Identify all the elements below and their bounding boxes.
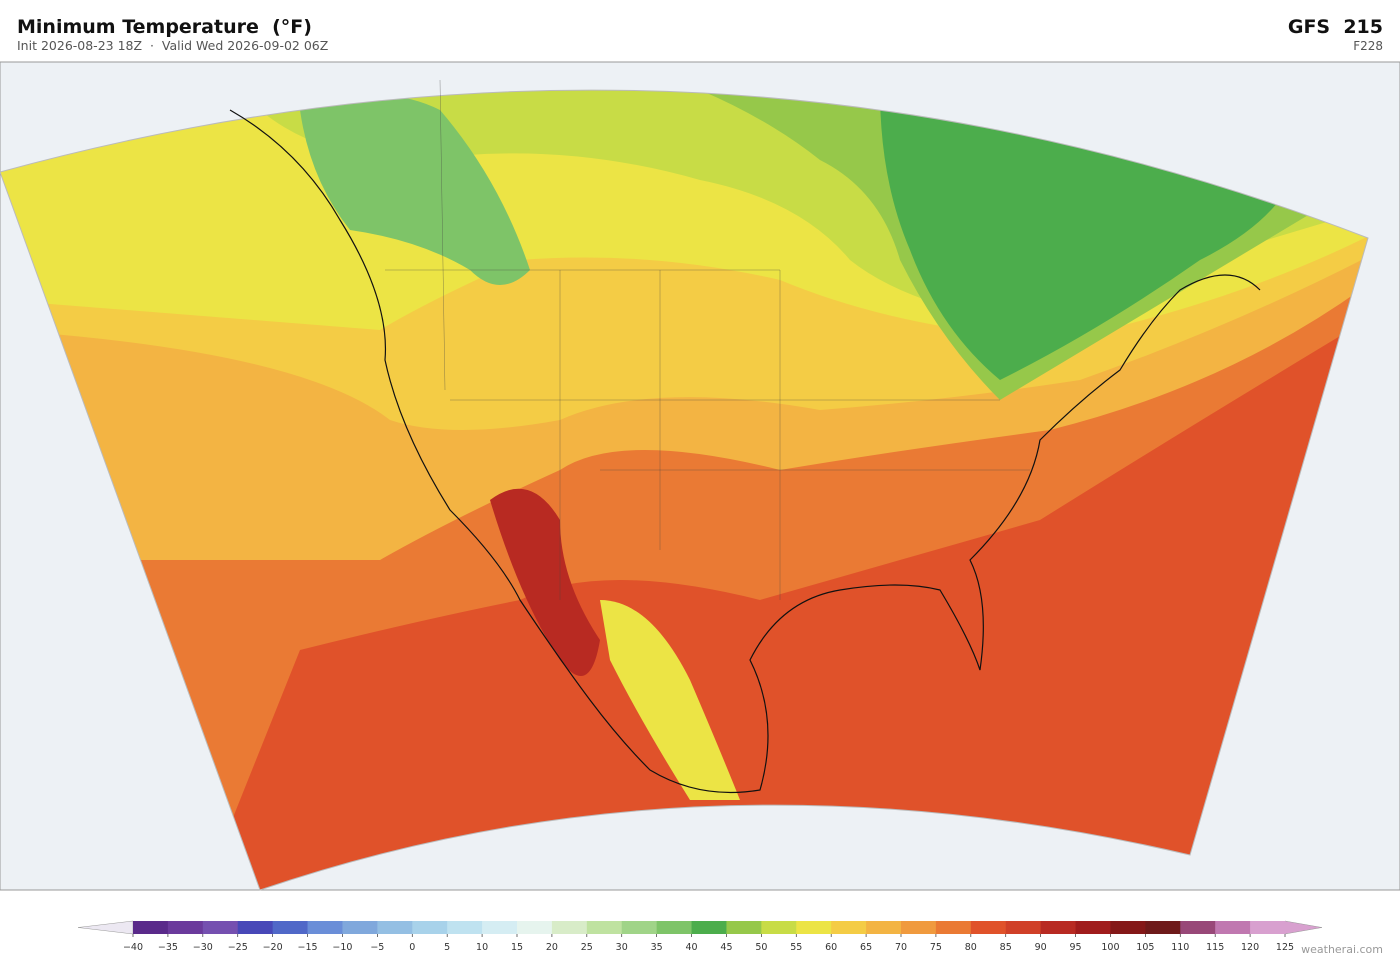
map: [0, 61, 1400, 891]
colorbar-tick-label: 100: [1101, 942, 1119, 953]
colorbar-tick-label: 70: [895, 942, 907, 953]
colorbar-tick-label: −15: [298, 942, 318, 953]
colorbar-bin: [167, 921, 204, 934]
colorbar-bin: [970, 921, 1007, 934]
colorbar-tick-label: 10: [476, 942, 488, 953]
colorbar-tick-label: 45: [720, 942, 732, 953]
colorbar-tick-label: 55: [790, 942, 802, 953]
colorbar-tick-label: 105: [1136, 942, 1154, 953]
colorbar-tick-label: 110: [1171, 942, 1189, 953]
colorbar-bin: [1180, 921, 1216, 934]
coastline: [229, 109, 1261, 794]
colorbar-bin: [517, 921, 553, 934]
colorbar-bin: [412, 921, 448, 934]
colorbar-bin: [621, 921, 658, 934]
colorbar-bin: [1040, 921, 1077, 934]
colorbar-tick-label: 40: [685, 942, 697, 953]
colorbar-tick-label: 80: [965, 942, 977, 953]
colorbar-bin: [1215, 921, 1251, 934]
colorbar-tick-label: 30: [616, 942, 628, 953]
colorbar-tick-label: −40: [123, 942, 143, 953]
colorbar-bin: [342, 921, 378, 934]
watermark: weatherai.com: [1301, 943, 1383, 956]
colorbar-tick-label: 90: [1035, 942, 1047, 953]
colorbar-tick-label: −30: [193, 942, 213, 953]
colorbar-bin: [1250, 921, 1286, 934]
colorbar-tick-label: −10: [332, 942, 352, 953]
colorbar-bin: [202, 921, 239, 934]
title: Minimum Temperature (°F): [17, 16, 312, 38]
colorbar-bin: [1005, 921, 1042, 934]
colorbar-bin: [1145, 921, 1181, 934]
colorbar-bin: [272, 921, 309, 934]
colorbar-bin: [237, 921, 274, 934]
colorbar-tick-label: −20: [263, 942, 283, 953]
colorbar-bin: [1110, 921, 1146, 934]
subtitle: Init 2026-08-23 18Z · Valid Wed 2026-09-…: [17, 38, 328, 53]
colorbar-bin: [551, 921, 588, 934]
colorbar-bin: [935, 921, 972, 934]
colorbar-bin: [831, 921, 867, 934]
colorbar-bin: [482, 921, 518, 934]
colorbar: −40 −35 −30 −25 −20 −15 −10 −5 0 5 10 15 20 25 30 35 40 4…: [77, 920, 1323, 953]
colorbar-tick-label: −5: [370, 942, 384, 953]
colorbar-bin: [866, 921, 902, 934]
colorbar-bin: [447, 921, 483, 934]
colorbar-tick-label: 25: [581, 942, 593, 953]
colorbar-bin: [133, 921, 169, 934]
colorbar-bin: [691, 921, 727, 934]
colorbar-tick-label: 15: [511, 942, 523, 953]
colorbar-tick-label: 0: [409, 942, 415, 953]
domain-outline: [0, 89, 1369, 891]
colorbar-tick-label: 35: [651, 942, 663, 953]
colorbar-bin: [656, 921, 693, 934]
colorbar-bin: [726, 921, 762, 934]
colorbar-tick-label: 85: [1000, 942, 1012, 953]
colorbar-tick-label: 95: [1069, 942, 1081, 953]
colorbar-tick-label: 50: [755, 942, 767, 953]
colorbar-bin: [377, 921, 413, 934]
colorbar-bin: [901, 921, 937, 934]
colorbar-tick-label: 5: [444, 942, 450, 953]
colorbar-tick-label: 125: [1276, 942, 1294, 953]
borders: [385, 79, 1030, 600]
colorbar-tick-label: 120: [1241, 942, 1259, 953]
model-label: GFS 215: [1288, 16, 1383, 38]
colorbar-bin: [761, 921, 797, 934]
colorbar-tick-label: 60: [825, 942, 837, 953]
colorbar-tick-label: −35: [158, 942, 178, 953]
colorbar-tick-label: 115: [1206, 942, 1224, 953]
colorbar-tick-label: −25: [228, 942, 248, 953]
colorbar-tick-label: 20: [546, 942, 558, 953]
forecast-hour: F228: [1353, 39, 1383, 53]
colorbar-tick-label: 75: [930, 942, 942, 953]
colorbar-bin: [307, 921, 343, 934]
colorbar-bin: [586, 921, 623, 934]
colorbar-tick-label: 65: [860, 942, 872, 953]
colorbar-bin: [1075, 921, 1111, 934]
colorbar-bin: [796, 921, 832, 934]
